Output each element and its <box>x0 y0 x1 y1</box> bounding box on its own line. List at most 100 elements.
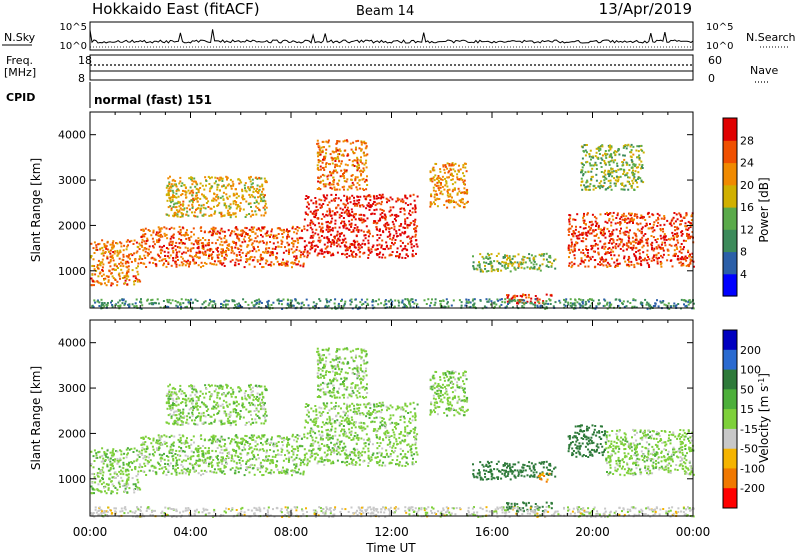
echo-cell <box>217 183 220 186</box>
echo-cell <box>107 250 110 253</box>
echo-cell <box>460 301 463 304</box>
echo-cell <box>141 238 144 241</box>
echo-cell <box>313 210 316 213</box>
echo-cell <box>453 187 456 190</box>
echo-cell <box>140 235 143 238</box>
echo-cell <box>178 225 181 228</box>
echo-cell <box>208 190 211 193</box>
echo-cell <box>493 301 496 304</box>
echo-cell <box>267 304 270 307</box>
echo-cell <box>262 449 265 452</box>
echo-cell <box>97 267 99 270</box>
echo-cell <box>616 214 619 217</box>
echo-cell <box>357 246 360 249</box>
echo-cell <box>329 245 332 248</box>
echo-cell <box>270 230 273 233</box>
echo-cell <box>179 303 182 306</box>
echo-cell <box>194 198 197 200</box>
echo-cell <box>358 247 361 250</box>
echo-cell <box>406 298 409 301</box>
echo-cell <box>191 183 194 186</box>
echo-cell <box>176 255 179 258</box>
echo-cell <box>570 306 573 308</box>
echo-cell <box>121 479 124 482</box>
echo-cell <box>147 248 150 251</box>
echo-cell <box>403 227 406 229</box>
echo-cell <box>334 298 337 301</box>
echo-cell <box>692 302 695 305</box>
echo-cell <box>307 304 310 307</box>
echo-cell <box>378 230 381 232</box>
echo-cell <box>606 221 609 224</box>
echo-cell <box>243 198 246 201</box>
echo-cell <box>120 261 122 264</box>
echo-cell <box>90 450 93 453</box>
echo-cell <box>96 474 99 476</box>
echo-cell <box>180 185 183 187</box>
echo-cell <box>337 238 340 240</box>
echo-cell <box>167 247 170 250</box>
echo-cell <box>536 299 539 302</box>
echo-cell <box>97 489 100 492</box>
echo-cell <box>139 488 142 491</box>
echo-cell <box>192 201 194 204</box>
echo-cell <box>108 261 111 264</box>
noise-tick-right-high: 10^5 <box>706 22 733 33</box>
echo-cell <box>328 163 330 165</box>
echo-cell <box>640 165 643 168</box>
echo-cell <box>615 217 618 219</box>
echo-cell <box>516 295 519 298</box>
echo-cell <box>366 298 369 301</box>
echo-cell <box>631 236 634 239</box>
echo-cell <box>405 248 408 251</box>
echo-cell <box>351 174 354 176</box>
echo-cell <box>217 468 220 471</box>
echo-cell <box>386 221 389 224</box>
echo-cell <box>622 154 625 157</box>
echo-cell <box>131 462 134 465</box>
echo-cell <box>264 202 267 205</box>
echo-cell <box>656 257 659 260</box>
echo-cell <box>399 245 402 248</box>
echo-cell <box>567 303 570 306</box>
echo-cell <box>234 246 237 249</box>
echo-cell <box>588 259 590 262</box>
echo-cell <box>684 225 687 228</box>
echo-cell <box>440 182 442 184</box>
echo-cell <box>134 277 137 280</box>
echo-cell <box>586 254 589 257</box>
echo-cell <box>400 207 403 210</box>
echo-cell <box>680 248 683 251</box>
echo-cell <box>635 256 638 259</box>
echo-cell <box>167 251 170 254</box>
echo-cell <box>340 169 343 172</box>
echo-cell <box>194 215 197 218</box>
echo-cell <box>229 178 232 181</box>
echo-cell <box>235 207 238 210</box>
echo-cell <box>608 163 611 166</box>
echo-cell <box>545 293 548 296</box>
echo-cell <box>445 182 448 185</box>
echo-cell <box>221 230 224 233</box>
echo-cell <box>135 305 138 307</box>
echo-cell <box>111 268 114 271</box>
echo-cell <box>659 260 662 263</box>
echo-cell <box>430 203 433 206</box>
echo-cell <box>316 254 319 257</box>
echo-cell <box>394 241 396 244</box>
echo-cell <box>591 213 594 216</box>
echo-cell <box>285 262 288 265</box>
echo-cell <box>223 256 226 259</box>
echo-cell <box>101 239 104 242</box>
echo-cell <box>609 173 612 176</box>
echo-cell <box>169 175 171 178</box>
echo-cell <box>190 242 193 245</box>
echo-cell <box>330 243 333 245</box>
echo-cell <box>208 214 211 217</box>
echo-cell <box>280 264 283 266</box>
echo-cell <box>216 188 219 191</box>
echo-cell <box>397 299 400 302</box>
echo-cell <box>640 227 643 230</box>
echo-cell <box>216 246 219 249</box>
echo-cell <box>219 229 222 232</box>
